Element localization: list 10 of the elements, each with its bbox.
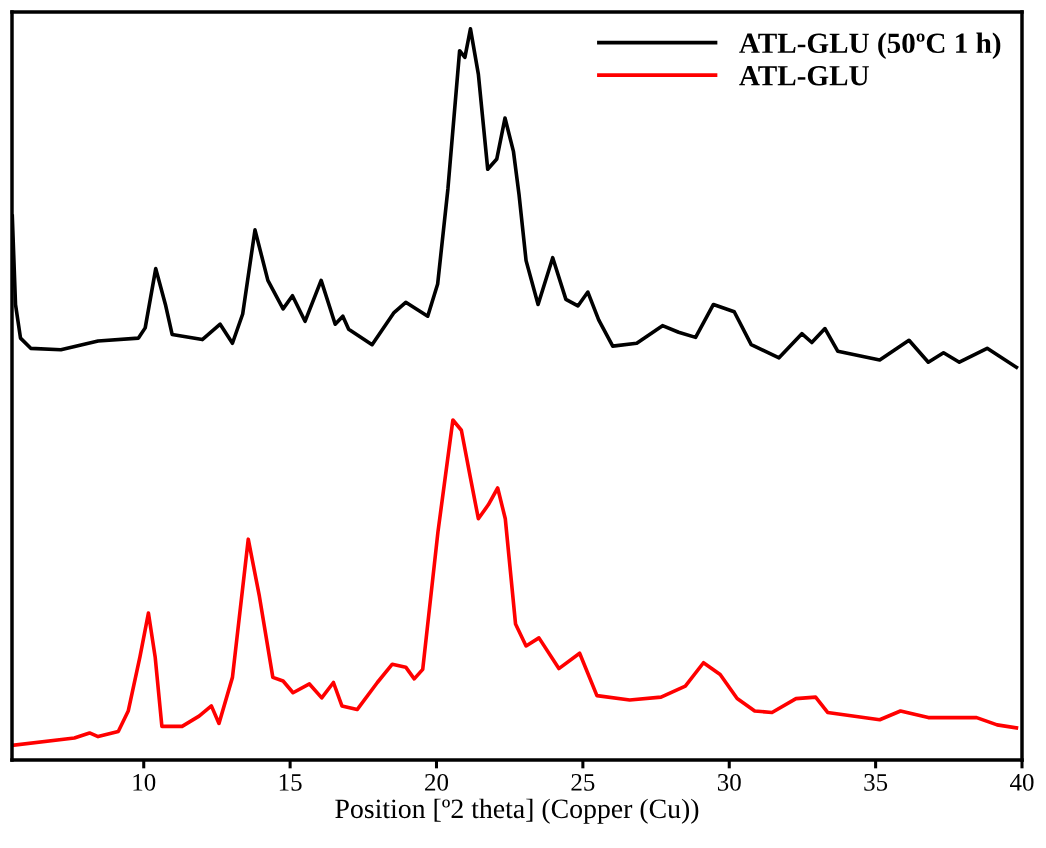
x-tick-label: 15 bbox=[279, 774, 302, 791]
x-tick-label: 25 bbox=[571, 773, 595, 791]
x-tick-label: 35 bbox=[864, 773, 888, 791]
legend-label: ATL-GLU bbox=[739, 65, 869, 86]
x-tick-label: 20 bbox=[425, 773, 449, 791]
x-tick-label: 30 bbox=[717, 773, 741, 791]
legend-label: ATL-GLU (50ºC 1 h) bbox=[739, 32, 1001, 60]
x-tick-label: 40 bbox=[1009, 773, 1034, 791]
x-tick-label: 10 bbox=[133, 773, 156, 791]
x-axis-title: Position [º2 theta] (Copper (Cu)) bbox=[335, 798, 699, 824]
